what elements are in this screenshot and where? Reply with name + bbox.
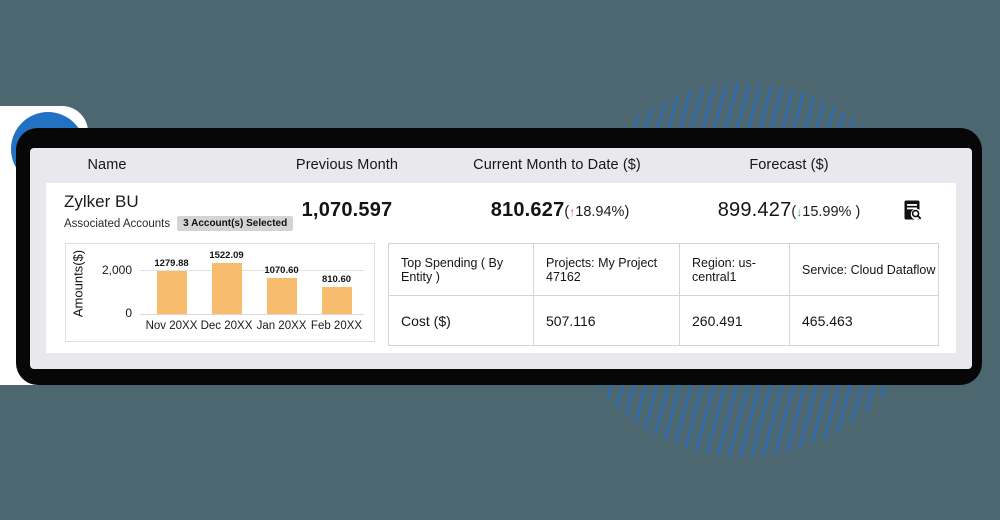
table-header-cell: Top Spending ( By Entity ) [388,243,534,296]
associated-accounts-label: Associated Accounts [64,217,171,230]
table-row: Cost ($) 507.116 260.491 465.463 [388,295,939,346]
column-header-current-month: Current Month to Date ($) [473,157,641,173]
table-cell: 260.491 [679,295,790,346]
table-cell: 465.463 [789,295,939,346]
table-header-cell: Projects: My Project 47162 [533,243,680,296]
bar-group: 1070.60 [264,244,299,314]
y-tick-2000: 2,000 [101,263,132,277]
view-report-button[interactable] [900,198,926,224]
table-header-cell: Service: Cloud Dataflow [789,243,939,296]
x-axis-labels: Nov 20XX Dec 20XX Jan 20XX Feb 20XX [144,320,364,332]
card-header-row: Name Previous Month Current Month to Dat… [30,148,972,183]
gridline-2000 [140,270,364,271]
y-tick-0: 0 [125,306,132,320]
x-tick-label: Dec 20XX [200,320,253,332]
forecast-amount: 899.427 [717,199,792,221]
trend-up-icon: ↑ [569,205,576,219]
current-month-amount: 810.627 [490,199,565,221]
table-header-cell: Region: us-central1 [679,243,790,296]
top-spending-table: Top Spending ( By Entity ) Projects: My P… [388,243,939,346]
column-header-name: Name [87,157,127,173]
bar-value-label: 1522.09 [209,250,244,261]
x-tick-label: Feb 20XX [310,320,363,332]
bar-group: 1279.88 [154,244,189,314]
bar-plot: 1279.88 1522.09 1070.60 810.60 [144,244,364,314]
entity-name-block: Zylker BU Associated Accounts 3 Account(… [64,192,294,231]
bar-value-label: 810.60 [321,274,352,285]
monthly-spend-chart: Amounts($) 2,000 0 1279.88 1522.09 1070.60… [65,243,375,342]
bar [321,287,352,314]
report-search-icon [901,200,925,225]
previous-month-value: 1,070.597 [301,199,393,221]
forecast-value: 899.427(↓15.99% ) [717,199,861,221]
accounts-selected-badge[interactable]: 3 Account(s) Selected [177,216,294,231]
bar-value-label: 1279.88 [154,258,189,269]
chart-y-axis-label: Amounts($) [70,249,86,318]
trend-down-icon: ↓ [796,205,803,219]
bar [266,278,297,314]
current-month-change: 18.94% [575,204,625,220]
entity-name: Zylker BU [64,192,139,211]
top-spending-table-body: Top Spending ( By Entity ) Projects: My P… [388,243,939,346]
bar [211,263,242,314]
axis-baseline [140,314,364,315]
table-cell: Cost ($) [388,295,534,346]
billing-card: Name Previous Month Current Month to Dat… [30,148,972,369]
table-header-row: Top Spending ( By Entity ) Projects: My P… [388,243,939,296]
bar-group: 1522.09 [209,244,244,314]
bar-group: 810.60 [321,244,352,314]
forecast-change: 15.99% [802,204,852,220]
current-month-value: 810.627(↑18.94%) [490,199,630,221]
bar-value-label: 1070.60 [264,265,299,276]
x-tick-label: Jan 20XX [256,320,307,332]
business-unit-row: Zylker BU Associated Accounts 3 Account(… [46,183,956,353]
table-cell: 507.116 [533,295,680,346]
bar [156,271,187,314]
column-header-forecast: Forecast ($) [749,157,829,173]
x-tick-label: Nov 20XX [145,320,198,332]
column-header-previous-month: Previous Month [295,157,399,173]
billing-card-frame: Name Previous Month Current Month to Dat… [16,128,982,385]
